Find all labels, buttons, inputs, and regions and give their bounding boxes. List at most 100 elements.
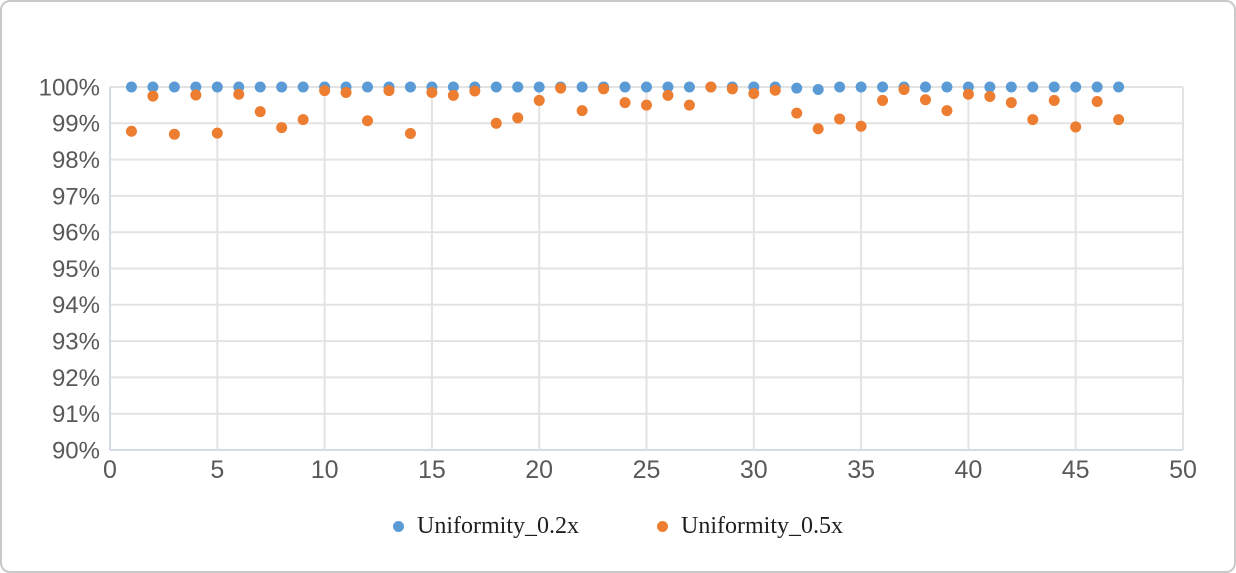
y-axis-tick-label: 100% — [39, 74, 100, 101]
data-point — [619, 97, 631, 109]
data-point — [211, 127, 223, 139]
legend-label-uniformity-0-2x: Uniformity_0.2x — [417, 513, 579, 539]
legend-item-uniformity-0-5x: Uniformity_0.5x — [657, 513, 843, 540]
data-point — [791, 82, 803, 94]
data-point — [898, 84, 910, 96]
data-point — [769, 84, 781, 96]
data-point — [941, 81, 953, 93]
data-point — [276, 122, 288, 134]
data-point — [1027, 81, 1039, 93]
data-point — [576, 105, 588, 117]
data-point — [834, 81, 846, 93]
x-axis-tick-label: 0 — [103, 456, 117, 484]
data-point — [598, 83, 610, 95]
data-point — [404, 81, 416, 93]
data-point — [919, 81, 931, 93]
x-axis-tick-label: 50 — [1169, 456, 1197, 484]
data-point — [1091, 81, 1103, 93]
data-point — [726, 83, 738, 95]
data-point — [812, 123, 824, 135]
legend-marker-blue-dot-icon — [393, 521, 404, 532]
data-point — [748, 88, 760, 100]
data-point — [1070, 121, 1082, 133]
data-point — [404, 127, 416, 139]
data-point — [340, 86, 352, 98]
y-axis-tick-label: 92% — [52, 365, 100, 392]
data-point — [941, 105, 953, 117]
data-point — [297, 114, 309, 126]
data-point — [641, 81, 652, 93]
data-point — [1005, 81, 1017, 93]
data-point — [168, 81, 180, 93]
data-point — [855, 81, 867, 93]
y-axis-tick-label: 97% — [52, 183, 100, 210]
data-point — [1005, 97, 1017, 109]
data-point — [662, 81, 674, 93]
data-point — [1091, 96, 1103, 108]
x-axis-tick-label: 35 — [847, 456, 875, 484]
data-point — [147, 81, 159, 93]
y-axis-tick-label: 94% — [52, 292, 100, 319]
y-axis-tick-label: 99% — [52, 111, 100, 138]
data-point — [919, 94, 931, 106]
x-axis-tick-label: 30 — [740, 456, 768, 484]
data-point — [125, 125, 137, 137]
data-point — [877, 94, 889, 106]
data-point — [490, 81, 502, 93]
data-point — [576, 81, 588, 93]
data-point — [855, 120, 867, 132]
y-axis-tick-label: 98% — [52, 147, 100, 174]
y-axis-tick-label: 91% — [52, 401, 100, 428]
data-point — [319, 85, 331, 97]
y-axis-tick-label: 93% — [52, 329, 100, 356]
x-axis-tick-label: 10 — [311, 456, 339, 484]
y-axis-tick-label: 90% — [52, 437, 100, 464]
data-point — [168, 128, 180, 140]
data-point — [254, 106, 266, 118]
axis-tick-labels-layer: 90% 91% 92% 93% 94% 95% 96% 97% 98% 99% 100% 0 5 10 15… — [39, 74, 1197, 484]
data-point — [812, 84, 824, 96]
legend: Uniformity_0.2x Uniformity_0.5x — [2, 513, 1234, 540]
data-point — [683, 81, 695, 93]
data-point — [619, 81, 631, 93]
data-point — [362, 81, 374, 93]
data-point — [555, 82, 567, 94]
data-point — [233, 88, 245, 100]
data-point — [512, 112, 524, 124]
data-point — [1070, 81, 1082, 93]
data-point — [190, 81, 202, 93]
data-point — [662, 89, 674, 101]
data-point — [533, 94, 545, 106]
x-axis-tick-label: 15 — [418, 456, 446, 484]
data-point — [705, 81, 717, 93]
data-point — [276, 81, 288, 93]
data-point — [962, 88, 974, 100]
series-dots-layer — [125, 81, 1125, 140]
data-point — [533, 81, 545, 93]
data-point — [490, 117, 502, 129]
data-point — [447, 81, 459, 93]
data-point — [1048, 94, 1060, 106]
data-point — [362, 115, 374, 127]
data-point — [147, 90, 159, 102]
data-point — [1113, 114, 1125, 126]
data-point — [383, 85, 395, 97]
data-point — [211, 81, 223, 93]
data-point — [1113, 81, 1125, 93]
legend-item-uniformity-0-2x: Uniformity_0.2x — [393, 513, 579, 540]
data-point — [125, 81, 137, 93]
data-point — [469, 85, 481, 97]
data-point — [683, 99, 695, 111]
data-point — [297, 81, 309, 93]
data-point — [984, 90, 996, 102]
data-point — [512, 81, 524, 93]
data-point — [1048, 81, 1060, 93]
data-point — [984, 81, 996, 93]
data-point — [791, 107, 803, 119]
data-point — [254, 81, 266, 93]
gridlines-layer — [109, 86, 1184, 451]
x-axis-tick-label: 40 — [954, 456, 982, 484]
data-point — [1027, 114, 1039, 126]
